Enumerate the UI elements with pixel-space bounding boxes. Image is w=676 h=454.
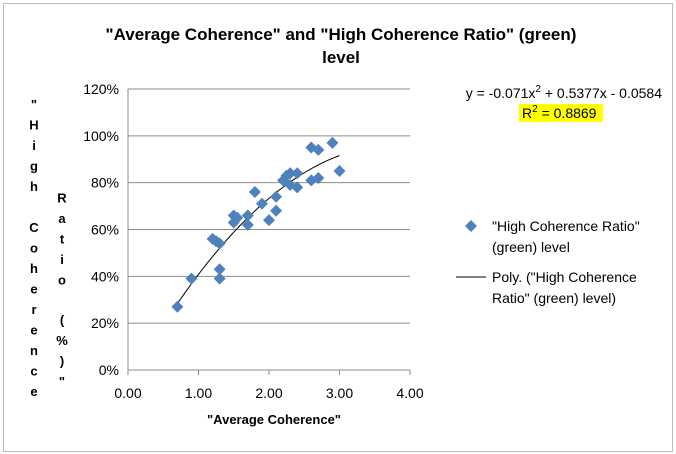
chart-title-line-2: level	[322, 48, 360, 67]
data-point	[270, 190, 283, 203]
x-tick-labels: 0.00 1.00 2.00 3.00 4.00	[114, 385, 423, 401]
legend: "High Coherence Ratio" (green) level Poly.…	[456, 218, 640, 306]
r2-highlight	[519, 104, 603, 122]
equation-part: y = -0.071x	[466, 85, 536, 101]
y-axis-title-char: C	[29, 220, 39, 235]
data-point	[241, 218, 254, 231]
data-point	[248, 186, 261, 199]
x-tick-label: 1.00	[185, 385, 212, 401]
equation-text: y = -0.071x2 + 0.5377x - 0.0584	[466, 84, 662, 101]
y-tick-label: 120%	[83, 81, 119, 97]
data-point	[241, 209, 254, 222]
legend-marker	[465, 220, 477, 232]
data-point	[291, 181, 304, 194]
y-axis-title-char: o	[58, 273, 66, 288]
y-axis-title-char: o	[30, 241, 38, 256]
y-tick-label: 20%	[91, 315, 119, 331]
y-tick-label: 60%	[91, 222, 119, 238]
r2-part: R	[522, 105, 532, 121]
y-tick-label: 80%	[91, 175, 119, 191]
y-axis-title-char: a	[58, 211, 66, 226]
data-point	[263, 214, 275, 227]
y-axis-title-char: "	[31, 97, 37, 112]
data-point	[213, 237, 226, 250]
y-axis-title-char: e	[30, 384, 37, 399]
y-axis-title-char: c	[30, 364, 37, 379]
x-tick-label: 2.00	[255, 385, 282, 401]
y-axis-title-char: g	[30, 159, 38, 174]
data-point	[213, 272, 226, 285]
y-tick-label: 0%	[99, 362, 119, 378]
y-axis-title-char: t	[60, 232, 65, 247]
data-point	[231, 211, 244, 224]
data-point	[312, 171, 325, 184]
legend-label-trendline: Poly. ("High Coherence	[492, 269, 637, 285]
data-point	[185, 272, 198, 285]
data-point	[171, 300, 184, 313]
y-axis-title-char: e	[30, 282, 37, 297]
y-axis-title-char: "	[59, 374, 65, 389]
y-axis-title-char: e	[30, 323, 37, 338]
y-axis-title-char: R	[57, 191, 67, 206]
x-tick-label: 3.00	[326, 385, 353, 401]
data-point	[284, 167, 297, 180]
y-axis-title-char: %	[56, 333, 68, 348]
y-axis-title-char: )	[60, 354, 64, 369]
legend-label-series: "High Coherence Ratio"	[492, 218, 640, 234]
chart-svg: "Average Coherence" and "High Coherence …	[29, 25, 662, 427]
r-squared-text: R2 = 0.8869	[522, 104, 597, 121]
y-axis-title-char: h	[30, 179, 38, 194]
data-point	[291, 167, 304, 180]
equation-part: + 0.5377x - 0.0584	[541, 85, 662, 101]
r2-part: = 0.8869	[538, 105, 597, 121]
chart-area: "Average Coherence" and "High Coherence …	[3, 3, 673, 452]
equation-superscript: 2	[535, 84, 541, 95]
axes	[127, 89, 411, 375]
data-points	[171, 136, 346, 313]
x-axis-title: "Average Coherence"	[207, 412, 341, 427]
y-axis-title-char: r	[31, 302, 36, 317]
legend-label-trendline: Ratio" (green) level)	[492, 290, 616, 306]
y-axis-title-char: i	[60, 252, 64, 267]
legend-label-series: (green) level	[492, 239, 570, 255]
chart-title: "Average Coherence" and "High Coherence …	[106, 25, 577, 67]
trendline-path	[176, 155, 340, 304]
data-point	[326, 136, 339, 149]
data-point	[333, 164, 346, 177]
y-tick-label: 100%	[83, 128, 119, 144]
r2-superscript: 2	[532, 104, 538, 115]
trendline	[176, 155, 340, 304]
y-axis-title-char: n	[30, 343, 38, 358]
y-tick-labels: 0% 20% 40% 60% 80% 100% 120%	[83, 81, 119, 378]
x-tick-label: 4.00	[396, 385, 423, 401]
chart-title-line-1: "Average Coherence" and "High Coherence …	[106, 25, 577, 44]
y-axis-title-char: H	[29, 118, 38, 133]
y-axis-title-char: i	[32, 138, 36, 153]
y-tick-label: 40%	[91, 268, 119, 284]
data-point	[270, 204, 283, 217]
gridlines	[128, 88, 410, 324]
x-tick-label: 0.00	[114, 385, 141, 401]
y-axis-title-char: (	[60, 313, 65, 328]
data-point	[213, 263, 226, 276]
data-point	[255, 197, 268, 210]
data-point	[312, 143, 325, 156]
y-axis-title-char: h	[30, 261, 38, 276]
